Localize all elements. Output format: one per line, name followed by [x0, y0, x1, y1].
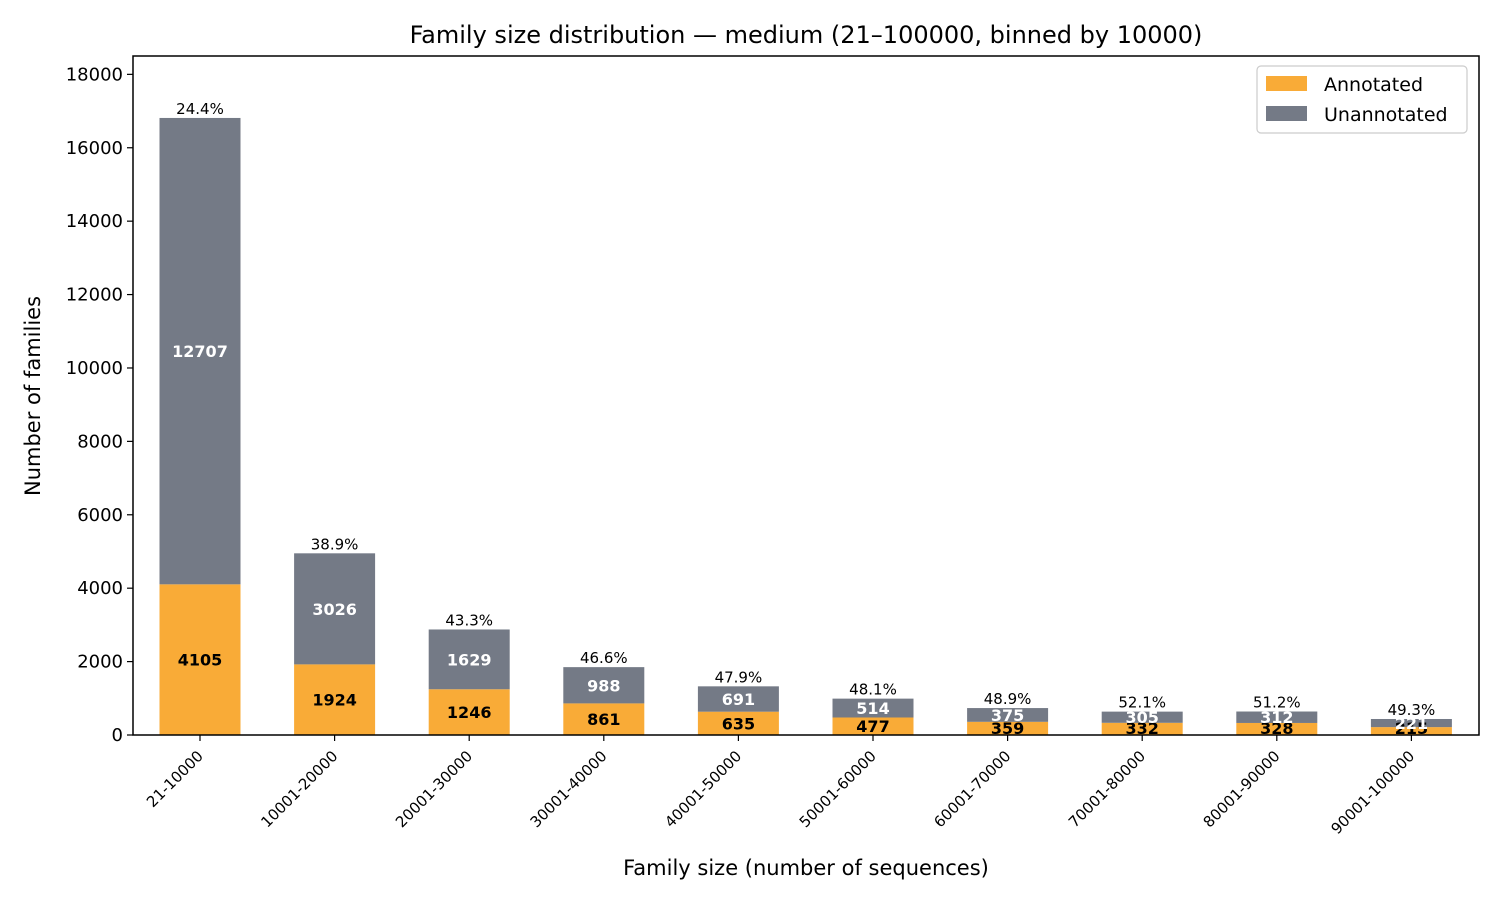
annotated-value-label: 635: [722, 714, 755, 733]
y-tick-label: 12000: [66, 285, 123, 306]
annotated-value-label: 359: [991, 719, 1024, 738]
bar-annotated: [428, 689, 510, 735]
y-tick-label: 18000: [66, 64, 123, 85]
percent-annotated-label: 38.9%: [311, 535, 359, 553]
percent-annotated-label: 52.1%: [1118, 694, 1166, 712]
bar-unannotated: [967, 708, 1049, 722]
y-tick-label: 4000: [77, 578, 123, 599]
bar-unannotated: [1370, 718, 1452, 728]
y-tick-label: 8000: [77, 431, 123, 452]
x-tick-label: 60001-70000: [930, 747, 1014, 831]
unannotated-value-label: 12707: [172, 342, 228, 361]
y-axis: 0 2000 4000 6000 8000 10000 12000 14000 16000 180…: [66, 64, 133, 746]
percent-annotated-label: 46.6%: [580, 649, 628, 667]
x-axis: 21-10000 10001-20000 20001-30000 30001-4000…: [143, 735, 1418, 838]
percent-annotated-label: 47.9%: [715, 668, 763, 686]
percent-annotated-label: 43.3%: [445, 611, 493, 629]
unannotated-value-label: 375: [991, 706, 1024, 725]
annotated-value-label: 4105: [178, 651, 223, 670]
chart-title: Family size distribution — medium (21–10…: [410, 21, 1203, 49]
y-tick-label: 14000: [66, 211, 123, 232]
y-axis-label: Number of families: [21, 296, 45, 496]
legend-swatch: [1266, 106, 1307, 121]
bar-annotated: [967, 721, 1049, 735]
y-tick-label: 0: [112, 725, 123, 746]
y-tick-label: 2000: [77, 652, 123, 673]
plot-frame: [132, 55, 1480, 736]
annotated-value-label: 215: [1395, 719, 1428, 738]
bar-unannotated: [563, 667, 645, 704]
unannotated-value-label: 988: [587, 676, 620, 695]
annotated-value-label: 477: [856, 717, 889, 736]
bar-annotated: [159, 584, 241, 735]
bar-annotated: [1236, 722, 1318, 735]
x-tick-label: 80001-90000: [1200, 747, 1284, 831]
annotated-value-label: 332: [1125, 719, 1158, 738]
bar-annotated: [294, 664, 376, 735]
legend-label: Annotated: [1324, 74, 1423, 96]
bar-unannotated: [159, 117, 241, 585]
bar-annotated: [697, 711, 779, 735]
x-tick-label: 21-10000: [143, 747, 207, 811]
x-tick-label: 20001-30000: [392, 747, 476, 831]
x-tick-label: 10001-20000: [257, 747, 341, 831]
bar-unannotated: [1236, 711, 1318, 723]
legend-box: [1256, 65, 1468, 134]
legend: Annotated Unannotated: [1256, 65, 1468, 134]
unannotated-value-label: 691: [722, 690, 755, 709]
percent-annotated-label: 24.4%: [176, 100, 224, 118]
data-labels-layer: 4105 12707 24.4% 1924 3026 38.9% 1246 1629 43.3%…: [172, 100, 1435, 738]
x-axis-label: Family size (number of sequences): [623, 856, 989, 880]
unannotated-value-label: 312: [1260, 708, 1293, 727]
y-tick-label: 6000: [77, 505, 123, 526]
bar-unannotated: [1101, 711, 1183, 723]
bar-annotated: [563, 703, 645, 735]
percent-annotated-label: 49.3%: [1388, 701, 1436, 719]
unannotated-value-label: 3026: [312, 600, 357, 619]
x-tick-label: 70001-80000: [1065, 747, 1149, 831]
legend-label: Unannotated: [1324, 104, 1448, 126]
percent-annotated-label: 48.1%: [849, 681, 897, 699]
bar-annotated: [1370, 727, 1452, 735]
unannotated-value-label: 1629: [447, 650, 492, 669]
legend-swatch: [1266, 76, 1307, 91]
bar-annotated: [1101, 722, 1183, 735]
percent-annotated-label: 51.2%: [1253, 694, 1301, 712]
bar-unannotated: [428, 629, 510, 690]
bar-annotated: [832, 717, 914, 735]
annotated-value-label: 1246: [447, 703, 492, 722]
bar-unannotated: [832, 698, 914, 718]
bar-unannotated: [294, 553, 376, 665]
y-tick-label: 10000: [66, 358, 123, 379]
x-tick-label: 30001-40000: [527, 747, 611, 831]
percent-annotated-label: 48.9%: [984, 690, 1032, 708]
bar-unannotated: [697, 686, 779, 712]
annotated-value-label: 861: [587, 710, 620, 729]
unannotated-value-label: 514: [856, 699, 889, 718]
annotated-value-label: 1924: [312, 691, 357, 710]
bars-layer: [159, 117, 1452, 735]
x-tick-label: 50001-60000: [796, 747, 880, 831]
y-tick-label: 16000: [66, 138, 123, 159]
unannotated-value-label: 305: [1125, 708, 1158, 727]
x-tick-label: 40001-50000: [661, 747, 745, 831]
x-tick-label: 90001-100000: [1327, 747, 1418, 838]
annotated-value-label: 328: [1260, 719, 1293, 738]
unannotated-value-label: 221: [1395, 714, 1428, 733]
